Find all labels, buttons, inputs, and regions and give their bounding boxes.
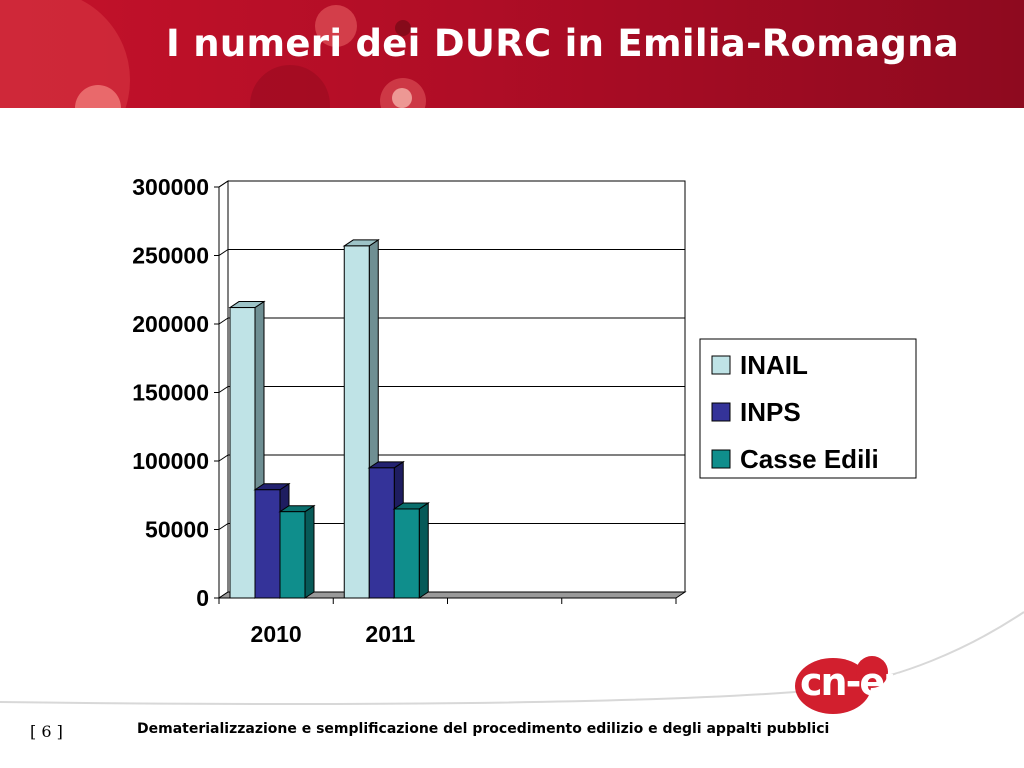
bar-chart: 0 50000 100000 150000 200000 250000 300000 2010… bbox=[132, 174, 917, 647]
page-number: [ 6 ] bbox=[30, 722, 63, 741]
legend-label: Casse Edili bbox=[740, 444, 879, 474]
decor-circle bbox=[315, 5, 357, 47]
x-tick-label: 2011 bbox=[365, 621, 415, 647]
logo-text: cn-er bbox=[800, 660, 902, 704]
logo-badge bbox=[795, 658, 871, 714]
decor-circle bbox=[392, 88, 412, 108]
bar bbox=[368, 467, 395, 599]
y-tick-label: 0 bbox=[196, 585, 209, 611]
y-tick-label: 300000 bbox=[132, 174, 209, 200]
y-tick-label: 200000 bbox=[132, 311, 209, 337]
legend-swatch bbox=[711, 449, 731, 469]
gridline-side bbox=[218, 249, 229, 256]
gridline-side bbox=[218, 317, 229, 325]
bar bbox=[254, 489, 281, 599]
logo-badge-dot bbox=[856, 656, 888, 688]
decor-circle bbox=[75, 85, 121, 108]
gridline-side bbox=[218, 523, 229, 530]
title-banner: I numeri dei DURC in Emilia-Romagna bbox=[0, 0, 1024, 108]
footer-text: Dematerializzazione e semplificazione de… bbox=[137, 721, 830, 737]
legend-swatch bbox=[711, 402, 731, 422]
x-tick-label: 2010 bbox=[251, 621, 302, 647]
gridline-side bbox=[218, 386, 229, 393]
y-tick-label: 250000 bbox=[132, 243, 209, 269]
footer-swoosh-line bbox=[0, 611, 1024, 706]
bar bbox=[279, 511, 306, 599]
bar bbox=[393, 508, 420, 599]
gridline-side bbox=[218, 454, 229, 462]
gridline-side bbox=[218, 180, 229, 188]
legend-box bbox=[699, 338, 917, 479]
y-tick-label: 100000 bbox=[132, 448, 209, 474]
slide-title: I numeri dei DURC in Emilia-Romagna bbox=[166, 22, 960, 65]
decor-circle bbox=[395, 20, 411, 36]
bar bbox=[229, 307, 256, 599]
y-tick-label: 50000 bbox=[145, 517, 209, 543]
legend-label: INPS bbox=[740, 397, 801, 427]
y-tick-label: 150000 bbox=[132, 380, 209, 406]
legend-swatch bbox=[711, 355, 731, 375]
bar bbox=[343, 245, 370, 599]
legend-label: INAIL bbox=[740, 350, 808, 380]
